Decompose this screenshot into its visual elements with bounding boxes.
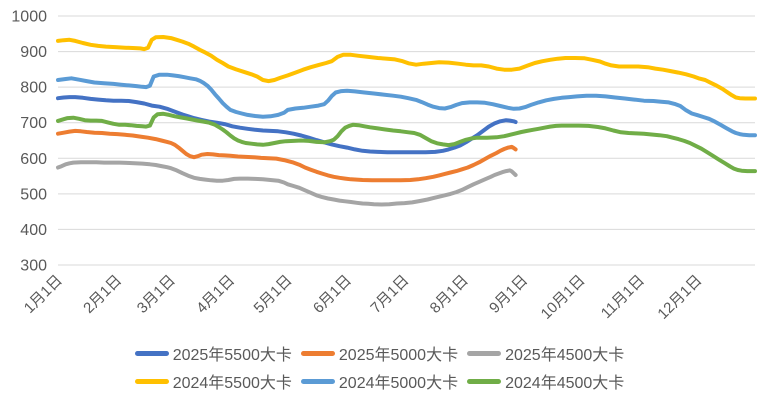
legend-swatch-2025-4500	[467, 350, 502, 356]
chart-legend: 2025年5500大卡 2025年5000大卡 2025年4500大卡 2024年55…	[0, 341, 759, 393]
x-tick-label-10: 10月1日	[538, 272, 589, 323]
legend-row-1: 2025年5500大卡 2025年5000大卡 2025年4500大卡	[134, 341, 624, 365]
legend-label-2024-5000: 2024年5000大卡	[338, 375, 459, 392]
y-tick-label-800: 800	[20, 80, 47, 97]
series-line-2025-5000	[56, 128, 518, 183]
x-tick-label-7: 7月1日	[367, 272, 412, 317]
legend-item-2024-5500: 2024年5500大卡	[134, 369, 292, 393]
x-tick-label-2: 2月1日	[80, 272, 125, 317]
legend-item-2025-5000: 2025年5000大卡	[300, 341, 459, 365]
legend-label-2025-5500: 2025年5500大卡	[172, 347, 292, 364]
legend-label-2024-5500: 2024年5500大卡	[172, 375, 292, 392]
legend-item-2024-4500: 2024年4500大卡	[467, 369, 624, 393]
legend-swatch-2024-5500	[134, 378, 169, 384]
series-line-2024-4500	[56, 111, 757, 174]
y-tick-label-900: 900	[20, 44, 47, 61]
x-axis-labels: 1月1日 2月1日 3月1日 4月1日 5月1日 6月1日 7月1日 8月1日 9月1日 10月1…	[21, 272, 706, 323]
series-lines	[56, 35, 757, 207]
legend-item-2025-4500: 2025年4500大卡	[467, 341, 624, 365]
legend-item-2024-5000: 2024年5000大卡	[300, 369, 459, 393]
y-tick-label-300: 300	[20, 258, 47, 275]
gridlines	[58, 15, 755, 266]
legend-label-2025-5000: 2025年5000大卡	[338, 347, 459, 364]
series-line-2025-4500	[56, 160, 518, 207]
line-chart: 1000 900 800 700 600 500 400 300 1月1日 2月1日 3月1日 4月…	[11, 9, 757, 323]
x-tick-label-4: 4月1日	[193, 272, 238, 317]
x-tick-label-11: 11月1日	[598, 272, 648, 322]
y-tick-label-600: 600	[20, 151, 47, 168]
x-tick-label-9: 9月1日	[486, 272, 531, 317]
legend-swatch-2024-4500	[467, 378, 502, 384]
legend-swatch-2025-5000	[300, 350, 335, 356]
legend-swatch-2025-5500	[134, 350, 169, 356]
x-tick-label-8: 8月1日	[427, 272, 472, 317]
x-tick-label-6: 6月1日	[310, 272, 355, 317]
legend-item-2025-5500: 2025年5500大卡	[134, 341, 292, 365]
legend-label-2025-4500: 2025年4500大卡	[505, 347, 625, 364]
y-tick-label-1000: 1000	[11, 9, 47, 26]
series-line-2024-5500	[56, 35, 757, 101]
legend-swatch-2024-5000	[300, 378, 335, 384]
series-line-2025-5500	[56, 95, 518, 155]
y-tick-label-700: 700	[20, 115, 47, 132]
y-axis-labels: 1000 900 800 700 600 500 400 300	[11, 9, 47, 275]
x-tick-label-1: 1月1日	[21, 272, 66, 317]
y-tick-label-400: 400	[20, 222, 47, 239]
legend-row-2: 2024年5500大卡 2024年5000大卡 2024年4500大卡	[134, 369, 624, 393]
x-tick-label-3: 3月1日	[134, 272, 179, 317]
series-line-2024-5000	[56, 72, 757, 138]
legend-label-2024-4500: 2024年4500大卡	[505, 375, 625, 392]
x-tick-label-12: 12月1日	[654, 272, 705, 323]
x-tick-label-5: 5月1日	[251, 272, 296, 317]
y-tick-label-500: 500	[20, 186, 47, 203]
